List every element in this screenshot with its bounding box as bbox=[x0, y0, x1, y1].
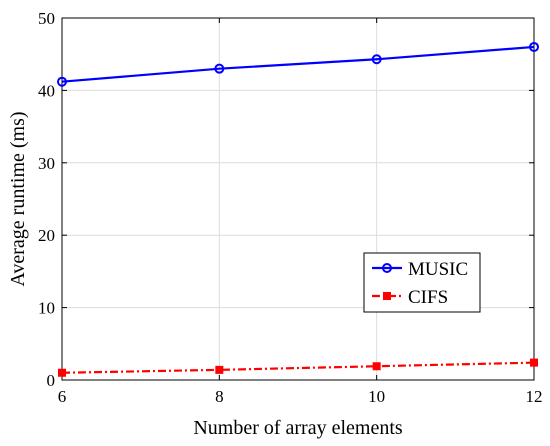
y-tick-label: 40 bbox=[38, 81, 55, 100]
axis-ticks: 6 8 10 12 0 10 20 30 40 50 bbox=[38, 9, 543, 406]
series-line-cifs bbox=[61, 361, 535, 374]
y-axis-label: Average runtime (ms) bbox=[7, 111, 29, 286]
series-layer bbox=[57, 41, 539, 377]
x-axis-label: Number of array elements bbox=[193, 417, 403, 439]
point-cifs bbox=[372, 362, 381, 371]
legend-marker-cifs bbox=[383, 292, 391, 300]
point-cifs bbox=[58, 368, 66, 377]
point-music bbox=[371, 54, 382, 65]
point-music bbox=[214, 63, 225, 74]
point-cifs bbox=[215, 365, 224, 374]
y-tick-label: 10 bbox=[38, 299, 55, 318]
y-tick-label: 50 bbox=[38, 9, 55, 28]
x-tick-label: 12 bbox=[526, 387, 543, 406]
y-tick-label: 0 bbox=[47, 371, 56, 390]
x-tick-label: 8 bbox=[215, 387, 224, 406]
y-tick-label: 20 bbox=[38, 226, 55, 245]
series-line-music bbox=[61, 45, 535, 83]
x-tick-label: 6 bbox=[58, 387, 67, 406]
legend-marker-music bbox=[382, 263, 392, 273]
point-music bbox=[529, 41, 539, 52]
grid bbox=[61, 17, 535, 381]
legend-label-music: MUSIC bbox=[408, 259, 468, 280]
y-tick-label: 30 bbox=[38, 154, 55, 173]
legend: MUSIC CIFS bbox=[363, 252, 481, 313]
plot-frame bbox=[61, 17, 535, 381]
legend-box bbox=[363, 252, 481, 313]
point-music bbox=[57, 76, 67, 87]
point-cifs bbox=[530, 358, 538, 367]
x-tick-label: 10 bbox=[368, 387, 385, 406]
legend-label-cifs: CIFS bbox=[408, 287, 448, 308]
